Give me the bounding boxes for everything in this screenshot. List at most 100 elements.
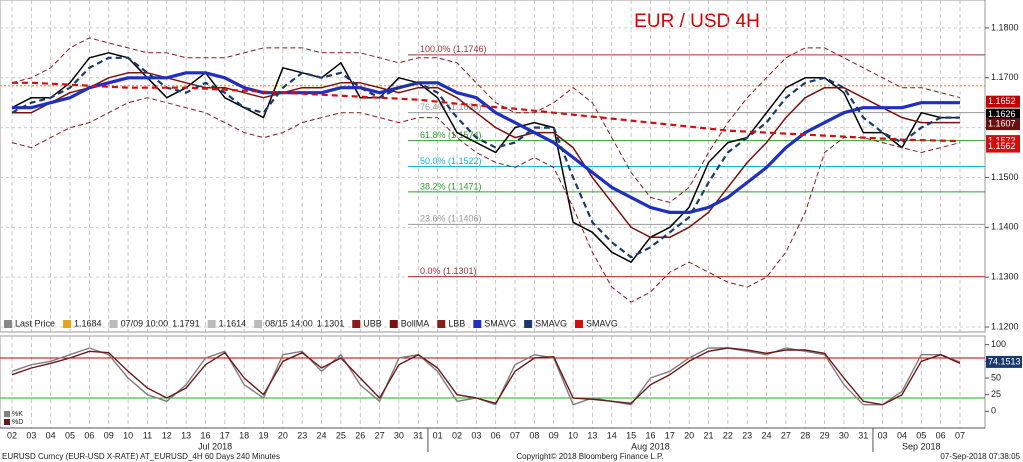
- x-tick-label: 26: [355, 430, 365, 440]
- legend-text: UBB: [363, 318, 382, 328]
- x-tick-label: 03: [471, 430, 481, 440]
- x-tick-label: 12: [162, 430, 172, 440]
- x-tick-label: 30: [394, 430, 404, 440]
- x-tick-label: 07: [510, 430, 520, 440]
- legend-swatch: [437, 320, 446, 328]
- series-line: [11, 347, 961, 406]
- y-tick-label: 100: [991, 339, 1006, 349]
- legend-text: 1.1614: [219, 318, 247, 328]
- legend-swatch: [4, 411, 10, 417]
- x-tick-label: 04: [46, 430, 56, 440]
- month-label: Jul 2018: [198, 441, 232, 451]
- x-tick-label: 05: [916, 430, 926, 440]
- price-tag-label: 1.1562: [988, 141, 1016, 151]
- x-tick-label: 24: [762, 430, 772, 440]
- footer-right: 07-Sep-2018 07:38:05: [940, 452, 1020, 461]
- fib-label: 100.0% (1.1746): [420, 44, 487, 54]
- legend-swatch: [4, 320, 12, 328]
- price-tag: [986, 108, 1020, 121]
- x-tick-label: 06: [491, 430, 501, 440]
- month-label: Aug 2018: [631, 441, 670, 451]
- x-tick-label: 09: [549, 430, 559, 440]
- x-tick-label: 10: [123, 430, 133, 440]
- x-tick-label: 03: [878, 430, 888, 440]
- price-tag-label: 1.1573: [988, 135, 1016, 145]
- x-tick-label: 21: [703, 430, 713, 440]
- x-tick-label: 16: [645, 430, 655, 440]
- fib-label: 50.0% (1.1522): [420, 156, 482, 166]
- x-tick-label: 14: [607, 430, 617, 440]
- x-tick-label: 31: [858, 430, 868, 440]
- x-tick-label: 07: [955, 430, 965, 440]
- footer-left: EURUSD Curncy (EUR-USD X-RATE) AT_EURUSD…: [2, 452, 280, 461]
- x-tick-label: 05: [65, 430, 75, 440]
- x-tick-label: 10: [568, 430, 578, 440]
- series-line: [11, 52, 960, 263]
- fib-label: 23.6% (1.1406): [420, 214, 482, 224]
- x-tick-label: 28: [800, 430, 810, 440]
- y-tick-label: 1.1200: [991, 321, 1019, 331]
- x-tick-label: 17: [220, 430, 230, 440]
- fib-label: 38.2% (1.1471): [420, 181, 482, 191]
- x-tick-label: 23: [297, 430, 307, 440]
- x-tick-label: 25: [336, 430, 346, 440]
- stoch-tag-label: 74.1513: [988, 356, 1021, 366]
- x-tick-label: 27: [375, 430, 385, 440]
- x-tick-label: 01: [433, 430, 443, 440]
- series-line: [11, 37, 961, 203]
- legend-swatch: [63, 320, 72, 328]
- price-tag-label: 1.1607: [988, 119, 1016, 129]
- y-tick-label: 1.1500: [991, 172, 1019, 182]
- legend-text: LBB: [448, 318, 465, 328]
- legend-swatch: [352, 320, 361, 328]
- x-tick-label: 27: [781, 430, 791, 440]
- x-tick-label: 03: [26, 430, 36, 440]
- legend-swatch: [4, 419, 10, 425]
- legend-text: SMAVG: [535, 318, 567, 328]
- x-tick-label: 06: [936, 430, 946, 440]
- legend-swatch: [109, 320, 118, 328]
- stoch-tag: [986, 355, 1022, 368]
- x-tick-label: 06: [84, 430, 94, 440]
- y-tick-label: 1.1300: [991, 272, 1019, 282]
- x-tick-label: 13: [181, 430, 191, 440]
- legend-swatch: [389, 320, 398, 328]
- legend-text: 1.1684: [74, 318, 102, 328]
- x-tick-label: 17: [665, 430, 675, 440]
- legend-text: 08/15 14:00: [265, 318, 313, 328]
- price-tag-label: 1.1626: [988, 109, 1016, 119]
- x-tick-label: 09: [104, 430, 114, 440]
- y-tick-label: 0: [991, 406, 996, 416]
- price-tag: [986, 140, 1020, 153]
- legend-text: %D: [12, 419, 23, 426]
- footer-center: Copyright© 2018 Bloomberg Finance L.P.: [516, 452, 663, 461]
- month-label: Sep 2018: [902, 441, 941, 451]
- y-tick-label: 1.1800: [991, 22, 1019, 32]
- legend-swatch: [524, 320, 533, 328]
- fib-label: 0.0% (1.1301): [420, 266, 477, 276]
- fib-label: 76.4% (1.1630): [420, 102, 482, 112]
- x-tick-label: 18: [239, 430, 249, 440]
- x-tick-label: 16: [200, 430, 210, 440]
- x-tick-label: 24: [317, 430, 327, 440]
- x-tick-label: 22: [723, 430, 733, 440]
- legend-swatch: [473, 320, 482, 328]
- price-tag: [986, 118, 1020, 131]
- legend-text: SMAVG: [586, 318, 618, 328]
- legend-swatch: [574, 320, 583, 328]
- series-line: [12, 81, 961, 143]
- legend-text: 1.1791: [172, 318, 200, 328]
- x-tick-label: 20: [684, 430, 694, 440]
- x-tick-label: 29: [820, 430, 830, 440]
- price-tag-label: 1.1652: [988, 96, 1016, 106]
- x-tick-label: 08: [529, 430, 539, 440]
- x-tick-label: 04: [897, 430, 907, 440]
- series-line: [11, 97, 961, 303]
- legend-text: 07/09 10:00: [121, 318, 169, 328]
- price-tag: [986, 95, 1020, 108]
- x-tick-label: 13: [587, 430, 597, 440]
- x-tick-label: 23: [742, 430, 752, 440]
- legend-text: %K: [12, 411, 23, 418]
- legend-text: 1.1301: [317, 318, 345, 328]
